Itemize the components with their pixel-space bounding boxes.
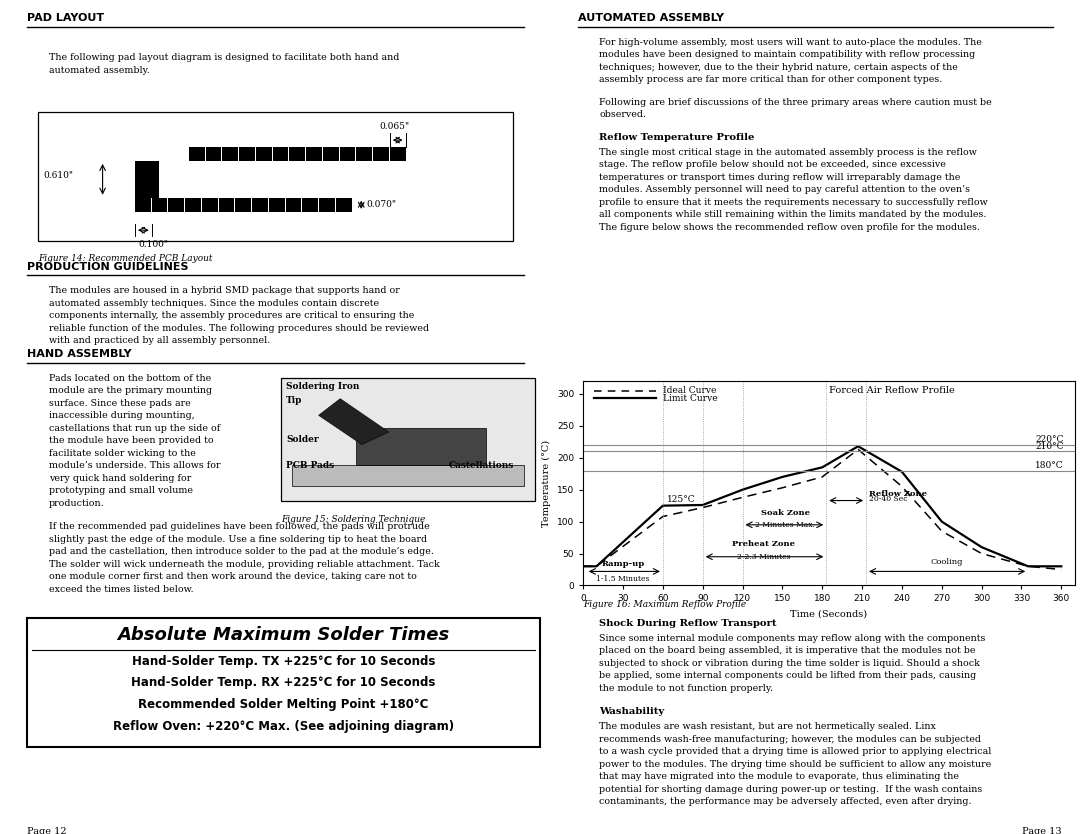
Text: 125°C: 125°C [666, 495, 696, 504]
Text: PCB Pads: PCB Pads [286, 461, 335, 470]
Bar [285, 198, 301, 212]
Bar [135, 161, 159, 198]
Text: The modules are wash resistant, but are not hermetically sealed. Linx
recommends: The modules are wash resistant, but are … [599, 722, 991, 806]
Text: Pads located on the bottom of the
module are the primary mounting
surface. Since: Pads located on the bottom of the module… [49, 374, 220, 508]
Polygon shape [319, 399, 389, 445]
Bar [323, 147, 339, 161]
Bar [272, 147, 288, 161]
Text: Reflow Temperature Profile: Reflow Temperature Profile [599, 133, 755, 142]
Bar [189, 147, 205, 161]
Bar [135, 198, 151, 212]
Bar [240, 147, 255, 161]
Bar [186, 198, 201, 212]
Bar [205, 147, 221, 161]
Text: Soldering Iron: Soldering Iron [286, 382, 360, 391]
Text: The modules are housed in a hybrid SMD package that supports hand or
automated a: The modules are housed in a hybrid SMD p… [49, 286, 429, 345]
Text: Hand-Solder Temp. TX +225°C for 10 Seconds: Hand-Solder Temp. TX +225°C for 10 Secon… [132, 655, 435, 668]
Bar [356, 428, 486, 465]
Text: Ramp-up: Ramp-up [602, 560, 645, 568]
Text: Ideal Curve: Ideal Curve [663, 386, 716, 395]
Bar [356, 147, 373, 161]
Bar [269, 198, 285, 212]
Bar [151, 198, 167, 212]
Text: 180°C: 180°C [1036, 461, 1064, 470]
Text: 20-40 Sec: 20-40 Sec [868, 495, 907, 504]
Text: For high-volume assembly, most users will want to auto-place the modules. The
mo: For high-volume assembly, most users wil… [599, 38, 983, 84]
Bar [27, 618, 540, 747]
Bar [292, 465, 524, 486]
Text: Reflow Oven: +220°C Max. (See adjoining diagram): Reflow Oven: +220°C Max. (See adjoining … [113, 720, 454, 733]
Bar [320, 198, 335, 212]
Text: The following pad layout diagram is designed to facilitate both hand and
automat: The following pad layout diagram is desi… [49, 53, 399, 75]
Text: Reflow Zone: Reflow Zone [868, 490, 927, 498]
Text: Absolute Maximum Solder Times: Absolute Maximum Solder Times [118, 626, 449, 645]
Bar [168, 198, 184, 212]
Text: Figure 14: Recommended PCB Layout: Figure 14: Recommended PCB Layout [38, 254, 213, 264]
Text: 0.610": 0.610" [43, 171, 73, 179]
Text: Cooling: Cooling [931, 558, 963, 566]
Text: The single most critical stage in the automated assembly process is the reflow
s: The single most critical stage in the au… [599, 148, 988, 232]
Bar [340, 147, 355, 161]
Bar [289, 147, 306, 161]
Bar [235, 198, 252, 212]
Text: 220°C: 220°C [1036, 435, 1064, 445]
Text: Forced Air Reflow Profile: Forced Air Reflow Profile [829, 386, 955, 395]
Y-axis label: Temperature (°C): Temperature (°C) [542, 440, 551, 527]
Text: Following are brief discussions of the three primary areas where caution must be: Following are brief discussions of the t… [599, 98, 993, 119]
Text: AUTOMATED ASSEMBLY: AUTOMATED ASSEMBLY [578, 13, 724, 23]
Bar [390, 147, 406, 161]
Text: 0.100": 0.100" [138, 240, 168, 249]
Text: If the recommended pad guidelines have been followed, the pads will protrude
sli: If the recommended pad guidelines have b… [49, 522, 440, 594]
Text: Preheat Zone: Preheat Zone [732, 540, 795, 549]
Text: 2 Minutes Max.: 2 Minutes Max. [755, 521, 815, 529]
Text: Castellations: Castellations [448, 461, 513, 470]
Text: Shock During Reflow Transport: Shock During Reflow Transport [599, 619, 777, 628]
Text: Figure 16: Maximum Reflow Profile: Figure 16: Maximum Reflow Profile [583, 600, 746, 610]
Text: Solder: Solder [286, 435, 319, 444]
Text: 0.065": 0.065" [379, 122, 409, 131]
Bar [38, 112, 513, 241]
Bar [222, 147, 239, 161]
X-axis label: Time (Seconds): Time (Seconds) [791, 609, 867, 618]
Text: Soak Zone: Soak Zone [760, 509, 810, 516]
Text: Page 13: Page 13 [1022, 827, 1062, 834]
Bar [336, 198, 352, 212]
Text: Recommended Solder Melting Point +180°C: Recommended Solder Melting Point +180°C [138, 698, 429, 711]
Text: Tip: Tip [286, 396, 302, 405]
Bar [256, 147, 272, 161]
Text: Hand-Solder Temp. RX +225°C for 10 Seconds: Hand-Solder Temp. RX +225°C for 10 Secon… [132, 676, 435, 690]
Text: 0.070": 0.070" [367, 200, 396, 209]
Text: Limit Curve: Limit Curve [663, 394, 717, 403]
Bar [218, 198, 234, 212]
Bar [307, 147, 322, 161]
Bar [302, 198, 319, 212]
Text: 1-1.5 Minutes: 1-1.5 Minutes [596, 575, 650, 583]
Text: PRODUCTION GUIDELINES: PRODUCTION GUIDELINES [27, 262, 189, 272]
Bar [252, 198, 268, 212]
Bar [202, 198, 218, 212]
Text: 2-2.3 Minutes: 2-2.3 Minutes [737, 553, 791, 561]
Text: Washability: Washability [599, 707, 664, 716]
Text: PAD LAYOUT: PAD LAYOUT [27, 13, 104, 23]
Text: HAND ASSEMBLY: HAND ASSEMBLY [27, 349, 132, 359]
Bar [281, 378, 535, 501]
Text: Page 12: Page 12 [27, 827, 67, 834]
Text: Figure 15: Soldering Technique: Figure 15: Soldering Technique [281, 515, 426, 524]
Text: 210°C: 210°C [1036, 442, 1064, 450]
Bar [374, 147, 389, 161]
Text: Since some internal module components may reflow along with the components
place: Since some internal module components ma… [599, 634, 986, 693]
